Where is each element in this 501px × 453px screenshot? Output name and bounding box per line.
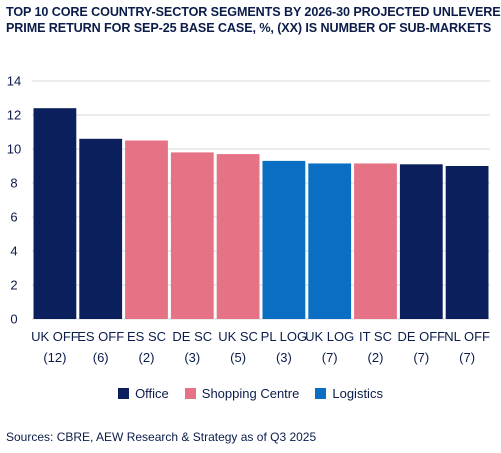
y-tick-label: 10 [7, 142, 21, 157]
legend-label-shopping-centre: Shopping Centre [201, 386, 300, 401]
bar [445, 166, 489, 319]
bar [125, 140, 168, 319]
x-tick-count-label: (2) [139, 350, 155, 365]
x-tick-label: DE OFF [397, 329, 445, 344]
x-tick-label: UK LOG [305, 329, 354, 344]
bar [79, 138, 123, 319]
legend-item-logistics: Logistics [315, 386, 383, 401]
x-tick-count-label: (12) [43, 350, 66, 365]
bars [33, 108, 489, 319]
x-tick-label: PL LOG [261, 329, 307, 344]
chart-title: TOP 10 CORE COUNTRY-SECTOR SEGMENTS BY 2… [6, 4, 501, 36]
x-tick-label: UK SC [218, 329, 258, 344]
legend-swatch-shopping-centre [184, 388, 196, 399]
x-tick-count-label: (7) [459, 350, 475, 365]
source-note: Sources: CBRE, AEW Research & Strategy a… [6, 430, 317, 444]
y-tick-label: 4 [10, 244, 17, 259]
x-tick-label: UK OFF [31, 329, 79, 344]
bar [33, 108, 77, 319]
y-axis-ticks: 0 2 4 6 8 10 12 14 [7, 74, 21, 327]
y-tick-label: 8 [10, 176, 17, 191]
x-tick-count-label: (3) [276, 350, 292, 365]
legend-label-logistics: Logistics [332, 386, 383, 401]
legend-item-shopping-centre: Shopping Centre [184, 386, 300, 401]
bar [170, 152, 214, 319]
bar-chart: 0 2 4 6 8 10 12 14 UK OFF (12) ES OFF (6) ES SC (2) D… [7, 74, 490, 366]
y-tick-label: 14 [7, 74, 21, 89]
bar [262, 160, 306, 319]
y-tick-label: 6 [10, 210, 17, 225]
x-tick-label: ES SC [127, 329, 166, 344]
x-tick-label: DE SC [172, 329, 212, 344]
legend-item-office: Office [118, 386, 169, 401]
y-tick-label: 12 [7, 108, 21, 123]
legend-label-office: Office [135, 386, 169, 401]
legend-swatch-office [118, 388, 130, 399]
x-axis-labels: UK OFF (12) ES OFF (6) ES SC (2) DE SC (3) UK SC… [31, 329, 490, 365]
legend-swatch-logistics [315, 388, 327, 399]
x-tick-label: NL OFF [444, 329, 490, 344]
x-tick-label: ES OFF [77, 329, 124, 344]
y-tick-label: 2 [10, 278, 17, 293]
x-tick-count-label: (7) [322, 350, 338, 365]
x-tick-count-label: (5) [230, 350, 246, 365]
x-tick-count-label: (3) [184, 350, 200, 365]
bar [354, 163, 397, 319]
chart-title-line-2: PRIME RETURN FOR SEP-25 BASE CASE, %, (X… [6, 21, 492, 35]
legend: Office Shopping Centre Logistics [0, 386, 501, 401]
bar [216, 154, 260, 319]
chart-title-line-1: TOP 10 CORE COUNTRY-SECTOR SEGMENTS BY 2… [6, 5, 501, 19]
x-tick-count-label: (6) [93, 350, 109, 365]
y-tick-label: 0 [10, 312, 17, 327]
x-tick-label: IT SC [359, 329, 392, 344]
x-tick-count-label: (2) [368, 350, 384, 365]
bar [399, 164, 443, 319]
x-tick-count-label: (7) [413, 350, 429, 365]
bar [308, 163, 352, 319]
